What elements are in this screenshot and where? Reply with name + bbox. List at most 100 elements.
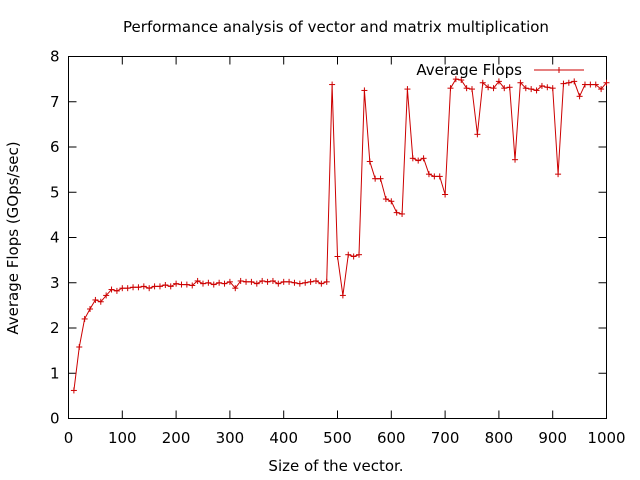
data-point: [329, 81, 336, 88]
data-point: [194, 277, 201, 284]
data-point: [415, 157, 422, 164]
data-point: [183, 281, 190, 288]
data-point: [70, 387, 77, 394]
x-axis-label: Size of the vector.: [268, 457, 403, 475]
data-point: [296, 280, 303, 287]
chart-title: Performance analysis of vector and matri…: [123, 18, 549, 36]
x-tick-label-5: 500: [323, 429, 352, 447]
data-point: [334, 253, 341, 260]
data-point: [97, 298, 104, 305]
data-point: [501, 85, 508, 92]
data-point: [361, 87, 368, 94]
data-point: [291, 279, 298, 286]
data-point: [555, 171, 562, 178]
data-point: [318, 280, 325, 287]
y-tick-label-4: 4: [50, 229, 60, 247]
data-point: [490, 85, 497, 92]
data-point: [113, 287, 120, 294]
y-axis-label: Average Flops (GOps/sec): [4, 141, 22, 334]
data-point: [442, 191, 449, 198]
data-point: [581, 81, 588, 88]
data-point: [210, 281, 217, 288]
data-point: [388, 198, 395, 205]
data-point: [286, 278, 293, 285]
y-tick-label-8: 8: [50, 48, 60, 66]
data-point: [565, 79, 572, 86]
data-point: [92, 296, 99, 303]
data-point: [119, 285, 126, 292]
data-point: [377, 175, 384, 182]
data-point: [436, 173, 443, 180]
data-point: [323, 278, 330, 285]
data-point: [447, 85, 454, 92]
data-point: [356, 251, 363, 258]
data-point: [232, 285, 239, 292]
series-line-0: [73, 78, 607, 391]
data-point: [544, 84, 551, 91]
data-point: [124, 285, 131, 292]
data-point: [248, 278, 255, 285]
data-point: [87, 305, 94, 312]
x-tick-label-2: 200: [162, 429, 191, 447]
data-point: [409, 155, 416, 162]
x-tick-label-0: 0: [64, 429, 74, 447]
data-point: [485, 84, 492, 91]
data-point: [571, 78, 578, 85]
data-point: [162, 282, 169, 289]
data-point: [76, 344, 83, 351]
data-point: [178, 281, 185, 288]
data-point: [538, 82, 545, 89]
data-point: [587, 81, 594, 88]
data-point: [458, 77, 465, 84]
plot-area-border: [68, 56, 607, 419]
data-point: [420, 155, 427, 162]
data-point: [221, 280, 228, 287]
data-point: [495, 78, 502, 85]
data-point: [108, 286, 115, 293]
data-point: [156, 283, 163, 290]
data-point: [253, 280, 260, 287]
data-point: [205, 279, 212, 286]
data-point: [382, 196, 389, 203]
data-point: [216, 279, 223, 286]
x-tick-label-4: 400: [269, 429, 298, 447]
axis-ticks: [68, 56, 607, 419]
y-tick-label-2: 2: [50, 319, 60, 337]
legend-label-0: Average Flops: [416, 61, 522, 79]
data-point: [135, 284, 142, 291]
data-point: [452, 76, 459, 83]
data-point: [226, 278, 233, 285]
data-point: [339, 292, 346, 299]
data-point: [350, 253, 357, 260]
data-point: [576, 93, 583, 100]
x-tick-label-10: 1000: [587, 429, 625, 447]
data-point: [522, 85, 529, 92]
data-point: [560, 80, 567, 87]
data-point: [404, 86, 411, 93]
data-point: [200, 280, 206, 287]
data-point: [167, 283, 174, 290]
data-point: [140, 283, 147, 290]
data-point: [533, 87, 540, 94]
data-point: [151, 283, 158, 290]
data-point: [280, 278, 287, 285]
data-point: [506, 84, 513, 91]
x-tick-label-8: 800: [485, 429, 514, 447]
data-point: [474, 131, 481, 138]
data-point: [103, 292, 110, 299]
data-point: [366, 158, 373, 165]
x-tick-label-1: 100: [108, 429, 137, 447]
data-point: [431, 173, 438, 180]
series-markers: [70, 76, 610, 394]
data-point: [372, 175, 379, 182]
y-tick-label-7: 7: [50, 93, 60, 111]
data-point: [307, 278, 314, 285]
axis-tick-labels: 0 100 200 300 400 500 600 700 800 900 1000 0 1 2 3 4 5 6 7…: [50, 48, 626, 448]
data-point: [173, 280, 180, 287]
data-point: [528, 86, 535, 93]
data-point: [275, 280, 282, 287]
data-point: [189, 282, 196, 289]
data-point: [312, 277, 319, 284]
x-tick-label-6: 600: [377, 429, 406, 447]
